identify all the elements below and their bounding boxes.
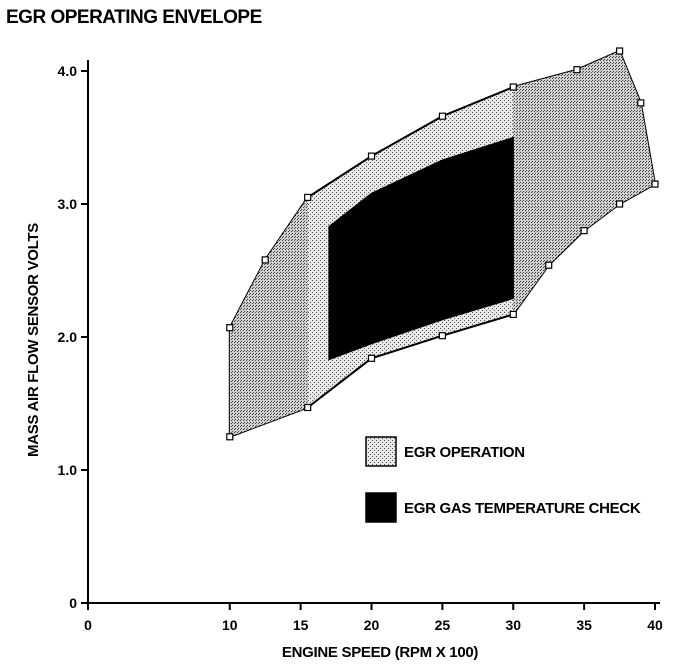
x-tick-label: 30 [505,617,521,633]
y-tick-label: 2.0 [58,329,78,345]
x-tick-label: 40 [647,617,663,633]
data-point-marker [615,47,624,55]
legend-swatch-egr-operation [365,436,397,467]
legend-label-egr-gas-temperature-check: EGR GAS TEMPERATURE CHECK [404,500,641,517]
legend-label-egr-operation: EGR OPERATION [404,444,525,461]
legend-swatch-egr-gas-temperature-check [365,492,397,523]
series-shade-left [229,197,308,437]
marker-layer [226,47,659,441]
y-tick-label: 1.0 [58,462,78,478]
data-point-marker [367,152,376,160]
data-point-marker [509,83,517,91]
data-point-marker [580,227,588,235]
y-axis-label: MASS AIR FLOW SENSOR VOLTS [25,223,42,457]
data-point-marker [545,261,553,269]
x-tick-label: 0 [84,617,92,633]
data-point-marker [367,354,376,362]
data-point-marker [573,66,581,74]
chart-title: EGR OPERATING ENVELOPE [6,7,262,28]
series-shade-right [513,51,655,315]
x-tick-label: 20 [364,617,380,633]
data-point-marker [651,180,659,188]
x-tick-label: 35 [576,617,592,633]
series-layer [228,49,657,439]
x-axis-label: ENGINE SPEED (RPM X 100) [282,644,478,661]
y-tick-label: 0 [69,595,77,611]
data-point-marker [438,112,446,120]
x-tick-label: 10 [222,617,238,633]
data-point-marker [226,433,234,441]
data-point-marker [438,332,446,340]
x-tick-label: 15 [293,617,309,633]
data-point-marker [637,99,645,107]
legend: EGR OPERATION EGR GAS TEMPERATURE CHECK [365,436,641,523]
series-area-egr-gas-temperature-check [328,136,514,361]
data-point-marker [226,324,234,332]
tick-layer: 0 10 15 20 25 30 35 40 0 1.0 2.0 3.0 4.0 [58,63,663,633]
data-point-marker [509,310,517,318]
data-point-marker [261,256,269,264]
data-point-marker [304,403,312,412]
y-tick-label: 3.0 [58,196,78,212]
data-point-marker [615,200,624,208]
data-point-marker [304,193,312,201]
x-tick-label: 25 [435,617,451,633]
y-tick-label: 4.0 [58,63,78,79]
